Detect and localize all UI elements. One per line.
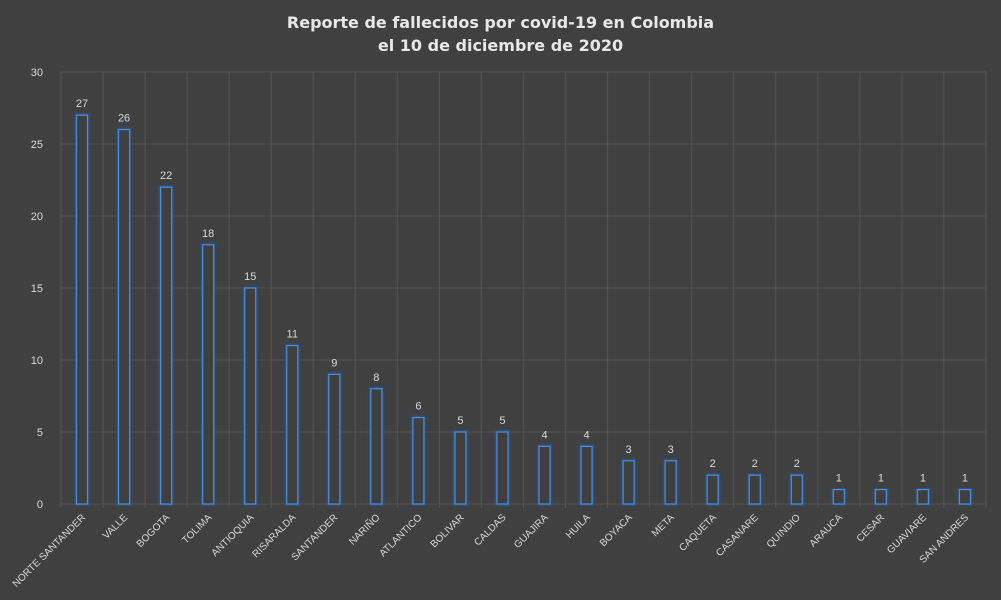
bar-value-label: 1: [878, 473, 884, 485]
y-tick-label: 15: [31, 283, 43, 295]
bar-value-label: 6: [415, 401, 421, 413]
x-tick-label: QUINDIO: [765, 512, 803, 550]
bar-value-label: 27: [76, 98, 88, 110]
bar: [664, 460, 677, 505]
bar-value-label: 22: [160, 170, 172, 182]
y-tick-label: 25: [31, 139, 43, 151]
bar: [75, 114, 89, 505]
x-tick-label: CALDAS: [473, 512, 509, 548]
y-tick-label: 20: [31, 211, 43, 223]
x-tick-label: BOLIVAR: [429, 512, 467, 550]
x-tick-label: HUILA: [564, 512, 593, 541]
x-tick-label: GUAVIARE: [885, 512, 929, 556]
bar: [622, 460, 635, 505]
y-tick-label: 30: [31, 67, 43, 79]
x-tick-label: ATLANTICO: [378, 512, 425, 559]
bar: [412, 417, 425, 505]
bar-value-label: 3: [626, 444, 632, 456]
bar: [832, 489, 845, 505]
x-tick-label: VALLE: [101, 512, 131, 542]
bar-value-label: 26: [118, 113, 130, 125]
bar: [538, 445, 551, 505]
bar-value-label: 9: [331, 357, 337, 369]
y-tick-label: 0: [37, 499, 43, 511]
bar: [328, 373, 341, 505]
bar: [117, 129, 131, 505]
x-tick-label: NORTE SANTANDER: [11, 512, 88, 589]
bar-value-label: 15: [244, 271, 256, 283]
bar-value-label: 2: [752, 458, 758, 470]
bar: [496, 431, 509, 505]
x-tick-label: META: [650, 512, 677, 539]
x-tick-label: ANTIOQUIA: [210, 512, 257, 559]
bar: [790, 474, 803, 505]
bar: [580, 445, 593, 505]
y-tick-label: 5: [37, 427, 43, 439]
x-tick-label: ARAUCA: [808, 512, 845, 549]
bar: [370, 388, 383, 505]
y-tick-label: 10: [31, 355, 43, 367]
bar-value-label: 5: [457, 415, 463, 427]
bar: [706, 474, 719, 505]
x-tick-label: CESAR: [855, 512, 887, 544]
bar: [454, 431, 467, 505]
bar-value-label: 11: [287, 329, 298, 341]
bar: [160, 186, 173, 505]
bar-value-label: 2: [710, 458, 716, 470]
bar-value-label: 8: [373, 372, 379, 384]
bar-value-label: 18: [202, 228, 214, 240]
bar: [958, 489, 972, 505]
x-tick-label: BOGOTA: [135, 512, 173, 550]
x-tick-label: CAQUETA: [677, 512, 719, 554]
bar-value-label: 1: [836, 473, 842, 485]
bar-value-label: 4: [541, 429, 547, 441]
bar: [874, 489, 887, 505]
bar-value-label: 1: [920, 473, 926, 485]
bar: [244, 287, 257, 505]
bar: [286, 345, 299, 505]
chart-title-line-1: Reporte de fallecidos por covid-19 en Co…: [286, 13, 715, 32]
bar-value-label: 3: [668, 444, 674, 456]
chart-title-line-2: el 10 de diciembre de 2020: [377, 36, 624, 55]
bar: [202, 244, 215, 505]
x-tick-label: BOYACA: [598, 512, 635, 549]
bar-value-label: 4: [584, 429, 590, 441]
bar-value-label: 5: [499, 415, 505, 427]
x-tick-label: TOLIMA: [180, 512, 214, 546]
bar: [748, 474, 761, 505]
bar-value-label: 1: [962, 473, 968, 485]
bar: [916, 489, 930, 505]
bar-value-label: 2: [794, 458, 800, 470]
x-tick-label: CASANARE: [714, 512, 761, 559]
x-tick-label: GUAJIRA: [512, 512, 551, 551]
x-tick-label: NARIÑO: [346, 511, 383, 548]
